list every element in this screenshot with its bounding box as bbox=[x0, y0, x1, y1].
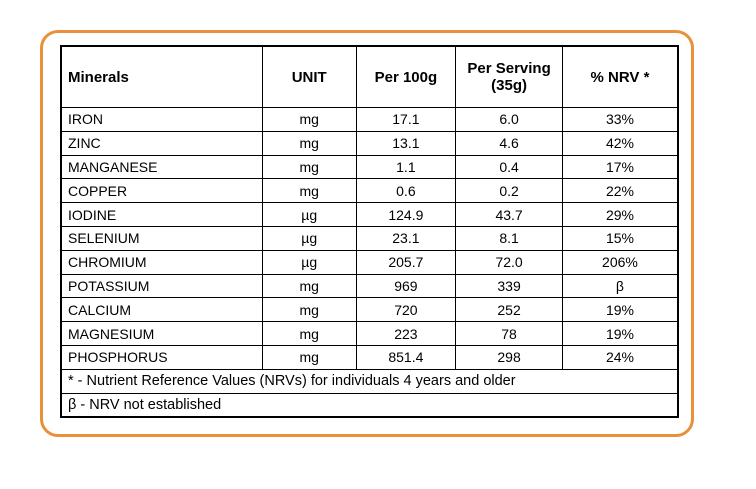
header-cell: UNIT bbox=[261, 45, 357, 108]
cell: 223 bbox=[355, 321, 457, 346]
cell: mg bbox=[261, 273, 357, 299]
cell: µg bbox=[261, 202, 357, 227]
cell: 124.9 bbox=[355, 202, 457, 227]
cell: 42% bbox=[561, 130, 679, 156]
cell: mg bbox=[261, 321, 357, 346]
data-row: SELENIUM µg 23.1 8.1 15% bbox=[60, 225, 679, 251]
cell: 720 bbox=[355, 297, 457, 323]
data-row: MAGNESIUM mg 223 78 19% bbox=[60, 321, 679, 346]
data-row: POTASSIUM mg 969 339 β bbox=[60, 273, 679, 299]
data-row: IRON mg 17.1 6.0 33% bbox=[60, 107, 679, 132]
cell: 24% bbox=[561, 344, 679, 370]
mineral-name: MAGNESIUM bbox=[60, 321, 263, 346]
cell: 4.6 bbox=[455, 130, 563, 156]
mineral-name: MANGANESE bbox=[60, 154, 263, 180]
cell: mg bbox=[261, 107, 357, 132]
cell: 8.1 bbox=[455, 225, 563, 251]
cell: mg bbox=[261, 297, 357, 323]
mineral-name: POTASSIUM bbox=[60, 273, 263, 299]
header-cell: % NRV * bbox=[561, 45, 679, 108]
mineral-name: IRON bbox=[60, 107, 263, 132]
cell: 0.2 bbox=[455, 178, 563, 204]
data-row: COPPER mg 0.6 0.2 22% bbox=[60, 178, 679, 204]
cell: 72.0 bbox=[455, 249, 563, 275]
cell: 22% bbox=[561, 178, 679, 204]
cell: 851.4 bbox=[355, 344, 457, 370]
cell: 339 bbox=[455, 273, 563, 299]
cell: mg bbox=[261, 154, 357, 180]
orange-frame bbox=[40, 30, 694, 437]
header-cell: Minerals bbox=[60, 45, 263, 108]
mineral-name: CHROMIUM bbox=[60, 249, 263, 275]
cell: 17% bbox=[561, 154, 679, 180]
footnote-row: β - NRV not established bbox=[60, 392, 679, 418]
cell: mg bbox=[261, 178, 357, 204]
mineral-name: SELENIUM bbox=[60, 225, 263, 251]
cell: 78 bbox=[455, 321, 563, 346]
header-cell: Per Serving (35g) bbox=[455, 45, 563, 108]
cell: 206% bbox=[561, 249, 679, 275]
footnote: β - NRV not established bbox=[60, 392, 679, 418]
data-row: CHROMIUM µg 205.7 72.0 206% bbox=[60, 249, 679, 275]
cell: 969 bbox=[355, 273, 457, 299]
cell: 0.6 bbox=[355, 178, 457, 204]
cell: 298 bbox=[455, 344, 563, 370]
cell: 33% bbox=[561, 107, 679, 132]
mineral-name: CALCIUM bbox=[60, 297, 263, 323]
data-row: ZINC mg 13.1 4.6 42% bbox=[60, 130, 679, 156]
mineral-name: ZINC bbox=[60, 130, 263, 156]
mineral-name: PHOSPHORUS bbox=[60, 344, 263, 370]
cell: µg bbox=[261, 249, 357, 275]
header-cell: Per 100g bbox=[355, 45, 457, 108]
cell: 1.1 bbox=[355, 154, 457, 180]
cell: 19% bbox=[561, 297, 679, 323]
cell: 19% bbox=[561, 321, 679, 346]
mineral-name: COPPER bbox=[60, 178, 263, 204]
data-row: PHOSPHORUS mg 851.4 298 24% bbox=[60, 344, 679, 370]
cell: mg bbox=[261, 130, 357, 156]
cell: 15% bbox=[561, 225, 679, 251]
cell: 252 bbox=[455, 297, 563, 323]
cell: 43.7 bbox=[455, 202, 563, 227]
cell: 6.0 bbox=[455, 107, 563, 132]
data-row: MANGANESE mg 1.1 0.4 17% bbox=[60, 154, 679, 180]
cell: β bbox=[561, 273, 679, 299]
cell: 205.7 bbox=[355, 249, 457, 275]
cell: 29% bbox=[561, 202, 679, 227]
footnote: * - Nutrient Reference Values (NRVs) for… bbox=[60, 368, 679, 394]
cell: 23.1 bbox=[355, 225, 457, 251]
cell: mg bbox=[261, 344, 357, 370]
minerals-table: Minerals UNIT Per 100g Per Serving (35g)% N… bbox=[60, 45, 679, 419]
header-row: Minerals UNIT Per 100g Per Serving (35g)% N… bbox=[60, 45, 679, 108]
data-row: CALCIUM mg 720 252 19% bbox=[60, 297, 679, 323]
cell: 17.1 bbox=[355, 107, 457, 132]
data-row: IODINE µg 124.9 43.7 29% bbox=[60, 202, 679, 227]
cell: µg bbox=[261, 225, 357, 251]
footnote-row: * - Nutrient Reference Values (NRVs) for… bbox=[60, 368, 679, 394]
mineral-name: IODINE bbox=[60, 202, 263, 227]
cell: 0.4 bbox=[455, 154, 563, 180]
cell: 13.1 bbox=[355, 130, 457, 156]
